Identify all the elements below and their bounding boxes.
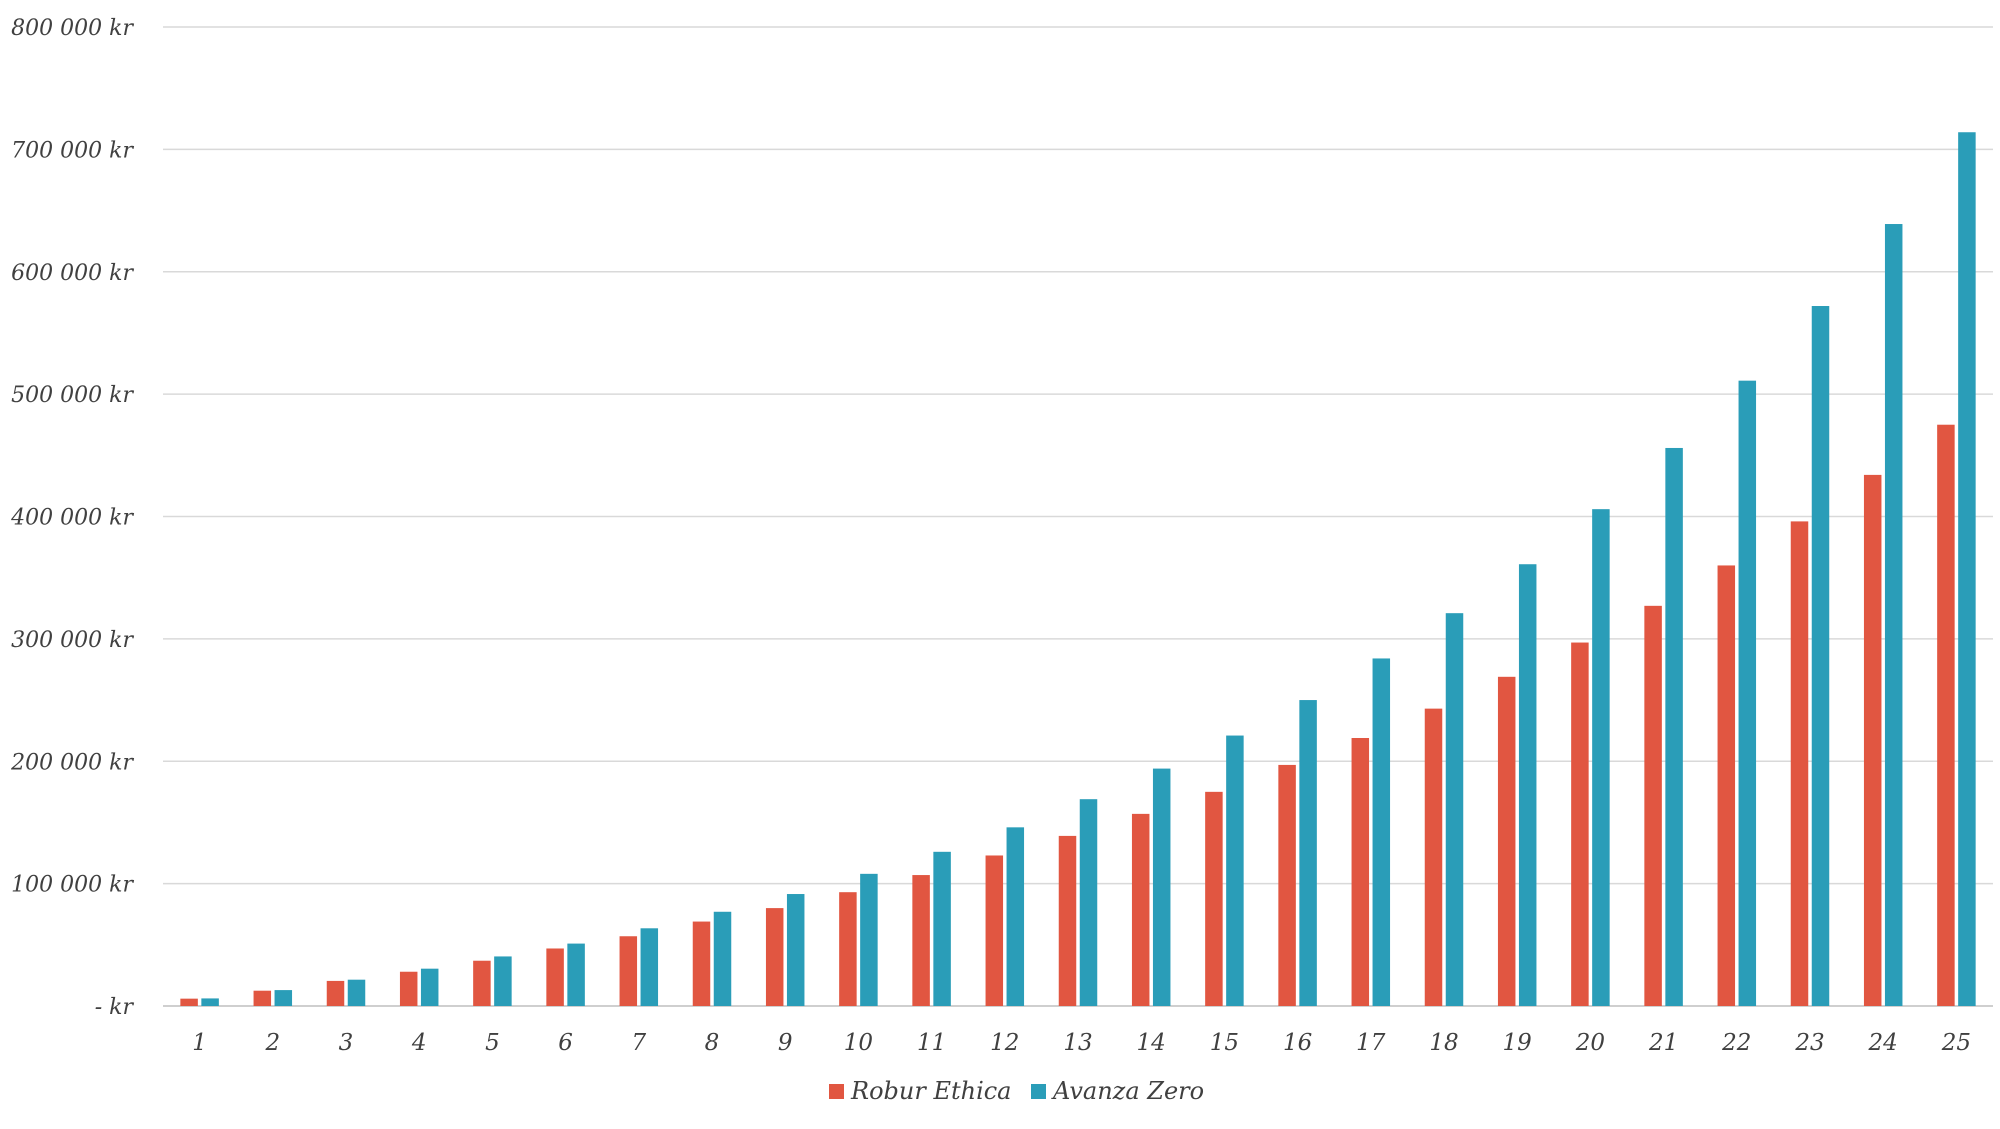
y-tick-label: 800 000 kr [11,16,134,41]
y-tick-label: - kr [95,995,135,1020]
legend: Robur Ethica Avanza Zero [829,1077,1204,1105]
legend-label: Avanza Zero [1051,1077,1204,1105]
bar-robur-ethica-15 [1205,791,1223,1006]
bar-robur-ethica-22 [1717,565,1736,1006]
bar-avanza-zero-7 [640,928,659,1006]
bar-avanza-zero-2 [274,990,293,1006]
bar-robur-ethica-2 [253,990,272,1006]
x-tick-label: 14 [1137,1030,1166,1056]
bar-avanza-zero-17 [1372,658,1391,1006]
x-tick-label: 22 [1721,1030,1751,1056]
bar-robur-ethica-23 [1790,521,1809,1006]
x-tick-label: 16 [1283,1030,1312,1056]
x-tick-label: 23 [1794,1030,1824,1056]
x-tick-label: 18 [1429,1030,1458,1056]
bar-robur-ethica-8 [692,921,711,1006]
bar-avanza-zero-19 [1518,564,1537,1006]
legend-swatch-robur-ethica [829,1084,844,1099]
x-tick-label: 3 [339,1030,354,1056]
bar-robur-ethica-19 [1497,676,1516,1006]
y-tick-label: 700 000 kr [11,138,134,163]
bar-avanza-zero-4 [420,968,439,1006]
x-tick-label: 17 [1356,1030,1386,1056]
bar-robur-ethica-7 [619,936,638,1006]
bar-robur-ethica-24 [1863,474,1882,1007]
bar-robur-ethica-14 [1131,813,1150,1006]
bar-avanza-zero-9 [786,894,805,1006]
x-tick-label: 20 [1575,1030,1605,1056]
bar-avanza-zero-11 [933,851,951,1006]
x-tick-label: 15 [1210,1030,1239,1056]
x-tick-label: 5 [485,1030,500,1056]
x-tick-label: 9 [778,1030,793,1056]
y-tick-label: 600 000 kr [11,261,134,286]
bar-avanza-zero-16 [1299,700,1317,1006]
x-tick-label: 2 [264,1030,280,1056]
bar-avanza-zero-6 [567,943,585,1006]
bar-avanza-zero-23 [1811,306,1830,1006]
bar-robur-ethica-20 [1571,642,1589,1006]
bar-robur-ethica-5 [473,960,491,1006]
bar-avanza-zero-22 [1738,380,1757,1006]
x-tick-label: 19 [1503,1030,1532,1056]
bar-robur-ethica-6 [546,948,564,1006]
bar-avanza-zero-20 [1592,509,1610,1006]
bar-robur-ethica-11 [912,875,930,1006]
y-tick-label: 400 000 kr [10,506,134,531]
y-tick-label: 300 000 kr [11,628,134,653]
bars [180,132,1976,1007]
bar-robur-ethica-10 [839,892,857,1006]
bar-robur-ethica-16 [1278,764,1296,1006]
legend-label: Robur Ethica [850,1077,1012,1105]
bar-robur-ethica-12 [985,855,1004,1006]
bar-avanza-zero-3 [347,979,366,1006]
x-tick-label: 4 [411,1030,427,1056]
bar-avanza-zero-24 [1884,224,1903,1006]
bar-robur-ethica-18 [1424,708,1443,1006]
bar-avanza-zero-21 [1665,447,1683,1007]
x-tick-label: 8 [705,1030,720,1056]
bar-avanza-zero-14 [1152,768,1171,1006]
x-tick-label: 24 [1868,1030,1898,1056]
y-axis: - kr 100 000 kr 200 000 kr 300 000 kr 400 00… [10,16,134,1020]
x-axis: 1 2 3 4 5 6 7 8 9 10 11 12 13 14 15 16 17 18 19 20 21 22 23 24 2… [192,1030,1971,1056]
bar-avanza-zero-8 [713,911,732,1006]
bar-robur-ethica-25 [1937,424,1955,1006]
x-tick-label: 13 [1063,1030,1092,1056]
bar-robur-ethica-17 [1351,737,1370,1006]
y-tick-label: 100 000 kr [11,873,134,898]
bar-avanza-zero-1 [201,998,219,1006]
bar-avanza-zero-15 [1226,735,1244,1006]
bar-robur-ethica-9 [765,908,784,1006]
x-tick-label: 7 [631,1030,646,1056]
bar-robur-ethica-21 [1644,605,1662,1006]
x-tick-label: 21 [1648,1030,1678,1056]
bar-avanza-zero-18 [1445,613,1464,1006]
x-tick-label: 12 [990,1030,1019,1056]
bar-avanza-zero-12 [1006,827,1025,1006]
x-tick-label: 11 [917,1030,946,1056]
bar-robur-ethica-3 [326,980,345,1006]
y-tick-label: 500 000 kr [11,383,134,408]
y-tick-label: 200 000 kr [10,750,134,775]
x-tick-label: 6 [558,1030,573,1056]
bar-avanza-zero-10 [860,873,878,1006]
bar-robur-ethica-4 [399,971,418,1006]
bar-avanza-zero-13 [1079,799,1098,1006]
bar-avanza-zero-5 [494,956,512,1006]
gridlines [163,26,1993,1007]
bar-robur-ethica-13 [1058,835,1077,1006]
bar-avanza-zero-25 [1958,132,1976,1006]
legend-swatch-avanza-zero [1031,1084,1046,1099]
bar-robur-ethica-1 [180,998,198,1006]
x-tick-label: 25 [1941,1030,1971,1056]
x-tick-label: 10 [844,1030,873,1056]
x-tick-label: 1 [192,1030,207,1056]
